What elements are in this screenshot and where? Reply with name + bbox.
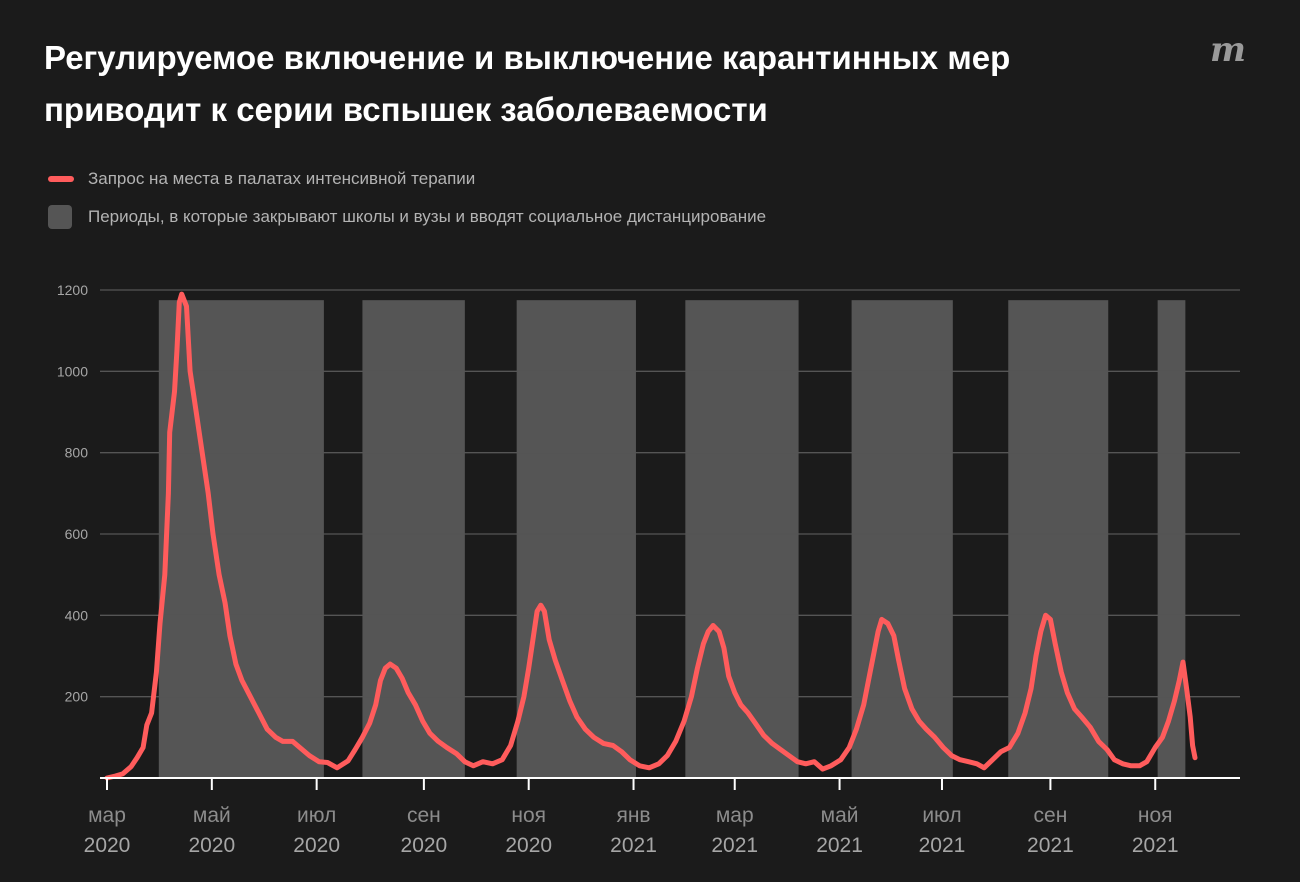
legend-band-swatch <box>48 205 72 229</box>
x-tick-month: янв <box>616 804 650 827</box>
x-tick-month: мар <box>716 804 754 827</box>
x-tick-month: ноя <box>1138 804 1173 827</box>
y-tick-label: 800 <box>65 445 89 461</box>
lockdown-band-4 <box>685 300 799 778</box>
y-tick-label: 1200 <box>57 282 88 298</box>
x-tick-year: 2021 <box>1027 834 1074 857</box>
x-tick-month: май <box>193 804 231 827</box>
legend-item-band: Периоды, в которые закрывают школы и вуз… <box>48 204 766 230</box>
x-tick-month: ноя <box>511 804 546 827</box>
x-tick-year: 2021 <box>610 834 657 857</box>
y-tick-label: 200 <box>65 689 89 705</box>
legend-band-label: Периоды, в которые закрывают школы и вуз… <box>88 207 767 226</box>
icu-demand-line <box>104 291 1198 781</box>
x-tick-month: мар <box>88 804 126 827</box>
y-tick-label: 1000 <box>57 363 88 379</box>
legend-item-line: Запрос на места в палатах интенсивной те… <box>48 166 475 192</box>
x-tick-year: 2021 <box>711 834 758 857</box>
lockdown-band-6 <box>1008 300 1109 778</box>
x-tick-year: 2021 <box>919 834 966 857</box>
x-tick-month: июл <box>297 804 336 827</box>
legend-line-label: Запрос на места в палатах интенсивной те… <box>88 169 476 188</box>
y-tick-label: 600 <box>65 526 89 542</box>
x-tick-year: 2021 <box>816 834 863 857</box>
lockdown-band-3 <box>516 300 636 778</box>
chart-title: Регулируемое включение и выключение кара… <box>44 39 1011 128</box>
x-tick-month: сен <box>407 804 441 827</box>
x-tick-year: 2021 <box>1132 834 1179 857</box>
x-tick-month: сен <box>1034 804 1068 827</box>
y-tick-label: 400 <box>65 607 89 623</box>
x-tick-year: 2020 <box>293 834 340 857</box>
lockdown-band-7 <box>1157 300 1186 778</box>
x-tick-month: июл <box>922 804 961 827</box>
lockdown-band-1 <box>158 300 324 778</box>
publisher-logo: m <box>1210 30 1246 70</box>
x-tick-year: 2020 <box>84 834 131 857</box>
chart-plot: 200 400 600 800 1000 1200 мар 2020 май 2020 июл 202… <box>57 282 1240 857</box>
x-tick-year: 2020 <box>505 834 552 857</box>
x-tick-month: май <box>821 804 859 827</box>
legend-line-swatch <box>48 176 74 182</box>
x-tick-year: 2020 <box>401 834 448 857</box>
x-tick-year: 2020 <box>188 834 235 857</box>
lockdown-band-5 <box>851 300 953 778</box>
